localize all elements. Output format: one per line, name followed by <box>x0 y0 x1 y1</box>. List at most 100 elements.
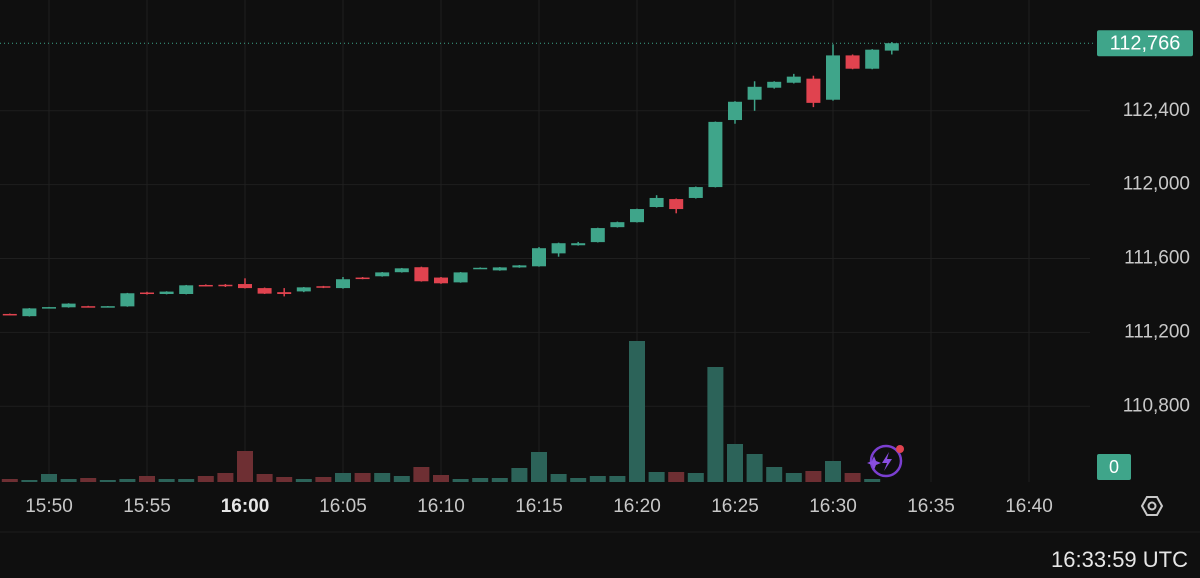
volume-bar <box>472 478 489 482</box>
volume-bar <box>668 472 685 482</box>
y-tick-label: 110,800 <box>1123 395 1190 416</box>
volume-bar <box>570 478 587 482</box>
candle-body <box>277 292 292 295</box>
candle-body <box>179 285 194 295</box>
volume-bar <box>178 479 195 482</box>
volume-bar <box>413 467 430 482</box>
candle-body <box>610 222 625 228</box>
candle-body <box>630 209 644 223</box>
candle-body <box>532 248 546 267</box>
clock: 16:33:59 UTC <box>1051 547 1188 572</box>
volume-bar <box>217 473 234 482</box>
y-tick-label: 111,600 <box>1124 248 1190 269</box>
candle-body <box>238 284 252 289</box>
candle-body <box>61 303 76 308</box>
candle-body <box>590 228 605 243</box>
volume-bar <box>335 473 351 482</box>
volume-bar <box>766 467 783 482</box>
candle-body <box>81 306 96 308</box>
icon-star <box>867 456 881 470</box>
candle-body <box>100 306 115 308</box>
candle-body <box>806 78 821 103</box>
volume-bar <box>550 474 567 482</box>
candles <box>2 42 899 317</box>
candle-body <box>708 121 723 188</box>
x-tick-label: 16:15 <box>515 496 563 517</box>
candle-body <box>2 313 17 316</box>
x-tick-label: 15:55 <box>123 496 171 517</box>
y-tick-label: 112,400 <box>1123 100 1190 121</box>
icon-ring <box>869 444 903 478</box>
volume-bar <box>295 479 312 482</box>
candle-body <box>688 187 703 198</box>
candle-body <box>414 267 429 282</box>
candle-body <box>159 291 174 295</box>
volume-bar <box>589 476 606 482</box>
candle-body <box>571 243 586 246</box>
volume-bar <box>119 479 136 482</box>
candle-body <box>120 293 135 307</box>
volume-bar <box>531 452 547 482</box>
candle-body <box>316 286 331 288</box>
volume-bar <box>609 476 626 482</box>
candle-body <box>786 76 801 83</box>
last-price-label: 112,766 <box>1110 32 1181 54</box>
candle-body <box>551 243 566 254</box>
x-tick-label: 16:40 <box>1005 496 1053 517</box>
icon-bolt <box>882 452 892 471</box>
ai-icon[interactable] <box>867 444 904 478</box>
hexagon-center <box>1147 501 1157 511</box>
volume-bar <box>805 471 822 482</box>
volume-bar <box>374 473 391 482</box>
candle-body <box>218 284 233 287</box>
volume-bar <box>1 479 18 482</box>
volume-bar <box>491 478 508 482</box>
volume-bar <box>256 474 273 482</box>
candle-body <box>394 268 409 273</box>
x-tick-label: 16:20 <box>613 496 661 517</box>
volume-bar <box>511 468 528 482</box>
candle-body <box>453 272 468 283</box>
volume-bar <box>452 479 469 482</box>
volume-bar <box>687 473 704 482</box>
volume-bar <box>354 473 371 482</box>
volume-bar <box>41 474 57 482</box>
volume-tag-label: 0 <box>1109 457 1119 477</box>
candle-body <box>845 55 860 69</box>
candle-body <box>198 284 213 287</box>
volume-bar <box>315 477 332 482</box>
volume-bar <box>197 476 214 482</box>
candle-body <box>336 279 350 289</box>
candle-body <box>257 288 272 294</box>
volume-bar <box>80 478 97 482</box>
settings-icon[interactable] <box>1140 496 1164 516</box>
candle-body <box>728 101 742 121</box>
y-tick-label: 112,000 <box>1123 174 1190 195</box>
candle-body <box>884 43 899 51</box>
volume-bar <box>648 472 665 482</box>
volume-bar <box>746 454 763 482</box>
volume-bars <box>1 341 881 482</box>
candle-body <box>492 267 507 271</box>
last-price-tag <box>1097 30 1193 57</box>
candle-body <box>473 267 488 270</box>
volume-bar <box>727 444 743 482</box>
volume-bar <box>276 477 293 482</box>
candle-body <box>826 55 840 100</box>
candle-body <box>22 308 37 317</box>
volume-bar <box>629 341 645 482</box>
candle-body <box>42 307 56 309</box>
volume-bar <box>785 473 802 482</box>
candle-body <box>434 277 448 284</box>
hexagon <box>1140 496 1164 516</box>
volume-bar <box>158 479 175 482</box>
y-tick-label: 111,200 <box>1124 321 1190 342</box>
volume-bar <box>864 479 881 482</box>
icon-dot <box>896 445 904 453</box>
volume-bar <box>825 461 841 482</box>
volume-bar <box>433 475 449 482</box>
volume-bar <box>237 451 253 482</box>
candle-body <box>375 272 390 277</box>
x-tick-label: 16:10 <box>417 496 465 517</box>
